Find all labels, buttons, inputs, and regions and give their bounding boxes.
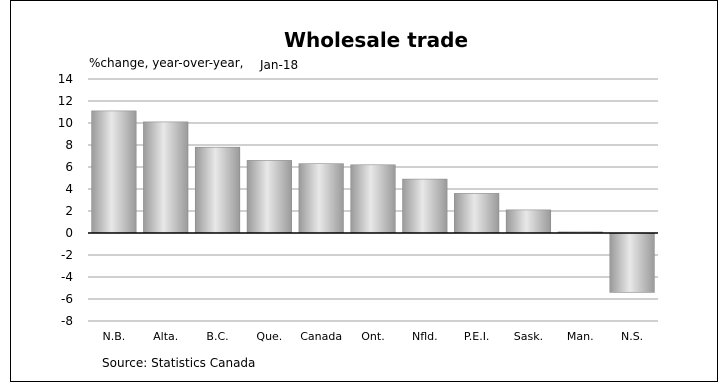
bar (298, 163, 344, 234)
y-tick-label: 14 (58, 72, 73, 86)
bar (454, 193, 500, 234)
chart-subtitle: %change, year-over-year, (89, 56, 243, 70)
bar (505, 209, 552, 234)
x-category-label: P.E.I. (464, 330, 490, 343)
y-tick-label: 12 (58, 94, 73, 108)
bar (609, 232, 655, 293)
y-tick-label: -2 (61, 248, 73, 262)
bar (350, 164, 396, 234)
y-tick-label: 2 (65, 204, 73, 218)
x-category-label: Ont. (361, 330, 384, 343)
x-category-label: N.S. (621, 330, 643, 343)
bar (246, 160, 292, 234)
x-category-label: Que. (256, 330, 282, 343)
source-note: Source: Statistics Canada (102, 356, 255, 370)
x-category-label: Alta. (153, 330, 178, 343)
y-tick-label: 10 (58, 116, 73, 130)
x-axis-labels: N.B. Alta. B.C. Que. Canada Ont. Nfld. P.E.I. Sa… (103, 330, 644, 343)
x-category-label: Man. (567, 330, 594, 343)
bar (194, 146, 241, 234)
y-tick-label: -4 (61, 270, 73, 284)
bar (91, 110, 137, 234)
y-tick-label: 0 (65, 226, 73, 240)
y-tick-label: 4 (65, 182, 73, 196)
y-tick-label: -8 (61, 314, 73, 328)
y-tick-label: -6 (61, 292, 73, 306)
x-category-label: N.B. (103, 330, 126, 343)
bar (143, 121, 189, 234)
chart-period: Jan-18 (259, 58, 298, 72)
bars (91, 110, 655, 293)
x-category-label: Nfld. (412, 330, 438, 343)
x-category-label: Sask. (514, 330, 543, 343)
chart-frame: Wholesale trade %change, year-over-year,… (10, 0, 718, 382)
chart-title: Wholesale trade (284, 28, 468, 52)
y-tick-label: 8 (65, 138, 73, 152)
y-tick-label: 6 (65, 160, 73, 174)
x-category-label: B.C. (206, 330, 228, 343)
bar-chart: Wholesale trade %change, year-over-year,… (58, 28, 658, 370)
y-axis-ticks: 14 12 10 8 6 4 2 0 -2 -4 -6 -8 (58, 72, 73, 328)
x-category-label: Canada (300, 330, 342, 343)
bar (402, 178, 448, 234)
